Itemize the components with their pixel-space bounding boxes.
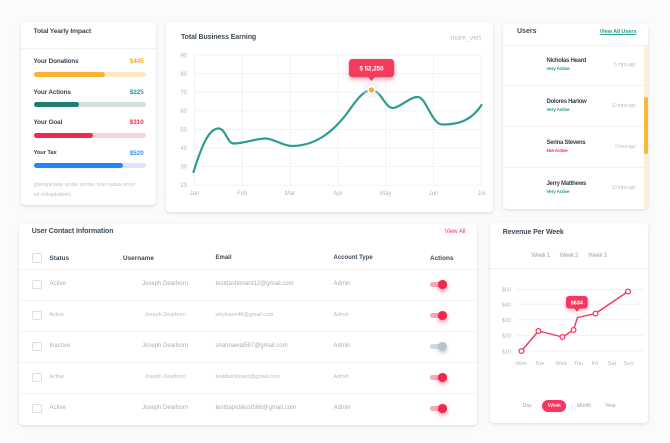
svg-text:Apr: Apr — [333, 191, 342, 197]
svg-text:Sun: Sun — [624, 361, 634, 367]
svg-text:Jan: Jan — [189, 191, 199, 197]
svg-text:Mon: Mon — [516, 361, 527, 367]
svg-text:Sat: Sat — [608, 361, 617, 367]
svg-text:May: May — [380, 191, 391, 197]
svg-text:$20: $20 — [502, 334, 511, 340]
svg-text:50: 50 — [180, 128, 187, 134]
svg-text:Thu: Thu — [574, 361, 583, 367]
svg-text:Tue: Tue — [535, 361, 544, 367]
svg-text:Feb: Feb — [237, 191, 248, 197]
svg-text:Fri: Fri — [592, 361, 598, 367]
svg-text:90: 90 — [180, 54, 187, 60]
svg-text:$40: $40 — [502, 302, 511, 308]
svg-text:$ 52,250: $ 52,250 — [359, 66, 384, 73]
svg-text:70: 70 — [180, 91, 187, 97]
svg-text:30: 30 — [180, 165, 187, 171]
svg-text:60: 60 — [180, 109, 187, 115]
svg-text:Wed: Wed — [555, 361, 566, 367]
svg-text:20: 20 — [180, 183, 187, 189]
svg-text:80: 80 — [180, 72, 187, 78]
svg-text:$50: $50 — [502, 288, 511, 294]
svg-text:Jul: Jul — [477, 191, 485, 197]
svg-text:$30: $30 — [502, 318, 511, 324]
svg-text:Jun: Jun — [428, 191, 438, 197]
svg-text:$10: $10 — [502, 349, 511, 355]
svg-text:$634: $634 — [571, 301, 584, 307]
svg-text:40: 40 — [180, 146, 187, 152]
svg-text:Mar: Mar — [284, 191, 294, 197]
